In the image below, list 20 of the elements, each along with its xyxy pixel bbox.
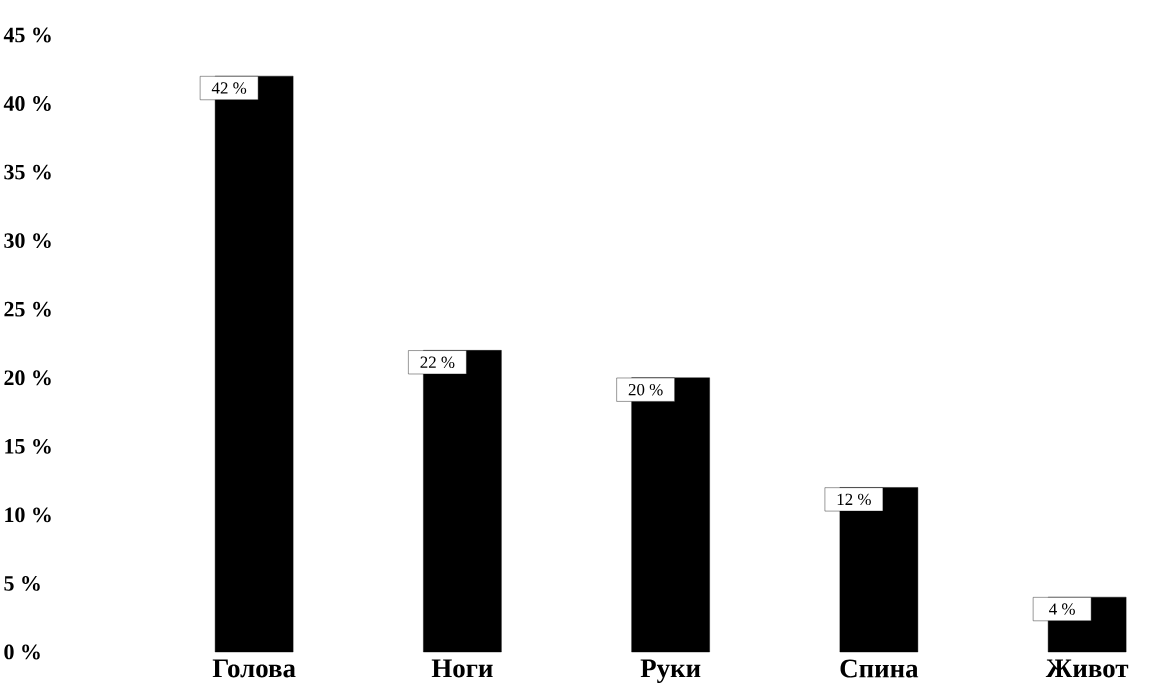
data-label: 42 %: [211, 82, 247, 94]
y-tick-label: 35 %: [4, 164, 51, 180]
x-tick-label: Ноги: [431, 659, 493, 678]
y-tick-label: 0 %: [4, 644, 40, 660]
x-tick-label: Руки: [640, 659, 701, 683]
y-tick-label: 20 %: [4, 370, 51, 386]
y-tick-label: 45 %: [3, 27, 51, 43]
data-label: 12 %: [837, 493, 871, 506]
x-tick-label: Спина: [840, 659, 919, 678]
y-tick-label: 40 %: [3, 96, 51, 111]
y-tick-label: 5 %: [4, 576, 40, 591]
x-tick-label: Голова: [212, 659, 296, 678]
data-label: 20 %: [628, 383, 663, 396]
data-label: 22 %: [420, 356, 455, 369]
y-tick-label: 30 %: [4, 233, 51, 249]
y-tick-label: 10 %: [5, 507, 51, 523]
x-tick-label: Живот: [1045, 659, 1129, 678]
y-tick-label: 15 %: [5, 438, 51, 454]
data-label: 4 %: [1049, 603, 1075, 615]
y-tick-label: 25 %: [4, 301, 51, 317]
